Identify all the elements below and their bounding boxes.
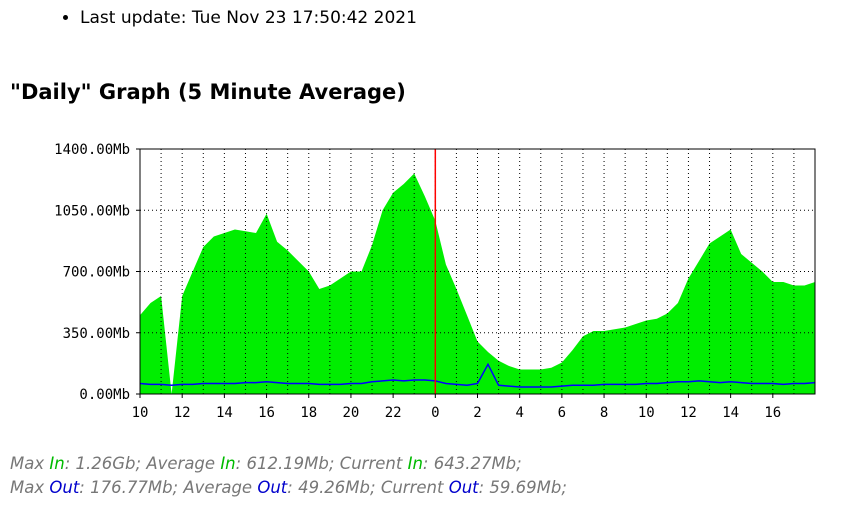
y-tick-label: 1050.00Mb: [54, 203, 130, 219]
x-tick-label: 2: [473, 405, 481, 421]
legend-in-word: In: [49, 454, 65, 473]
graph-title: "Daily" Graph (5 Minute Average): [10, 80, 406, 104]
daily-traffic-graph: 0.00Mb 350.00Mb 700.00Mb 1050.00Mb 1400.00Mb…: [54, 142, 816, 421]
legend-out-word: Out: [49, 478, 80, 497]
last-update: Last update: Tue Nov 23 17:50:42 2021: [58, 8, 417, 28]
legend-out-word: Out: [448, 478, 479, 497]
y-tick-label: 350.00Mb: [63, 326, 130, 342]
legend-avg-out-label: Average: [183, 478, 253, 497]
y-tick-label: 0.00Mb: [79, 387, 130, 403]
x-tick-label: 18: [300, 405, 317, 421]
x-tick-label: 6: [558, 405, 566, 421]
legend-out-line: Max Out: 176.77Mb; Average Out: 49.26Mb;…: [10, 476, 567, 500]
legend-in-word: In: [407, 454, 423, 473]
legend-max-out-label: Max: [10, 478, 45, 497]
x-tick-label: 22: [385, 405, 402, 421]
legend-avg-in-label: Average: [146, 454, 216, 473]
x-tick-label: 12: [174, 405, 191, 421]
x-tick-label: 16: [764, 405, 781, 421]
series-in-area: [140, 173, 815, 394]
legend-cur-in-value: : 643.27Mb;: [422, 454, 522, 473]
legend-in-line: Max In: 1.26Gb; Average In: 612.19Mb; Cu…: [10, 452, 567, 476]
legend-cur-out-label: Current: [380, 478, 444, 497]
legend-cur-out-value: : 59.69Mb;: [478, 478, 567, 497]
last-update-item: Last update: Tue Nov 23 17:50:42 2021: [80, 8, 417, 28]
legend-cur-in-label: Current: [339, 454, 403, 473]
legend-in-word: In: [220, 454, 236, 473]
y-tick-label: 1400.00Mb: [54, 142, 130, 158]
x-tick-label: 12: [680, 405, 697, 421]
x-tick-label: 10: [638, 405, 655, 421]
legend-avg-out-value: : 49.26Mb;: [287, 478, 376, 497]
series-out-line: [139, 362, 816, 388]
legend-avg-in-value: : 612.19Mb;: [235, 454, 335, 473]
x-tick-label: 16: [258, 405, 275, 421]
x-tick-label: 4: [515, 405, 523, 421]
x-tick-label: 20: [343, 405, 360, 421]
legend-max-in-label: Max: [10, 454, 45, 473]
graph-legend: Max In: 1.26Gb; Average In: 612.19Mb; Cu…: [10, 452, 567, 500]
legend-out-word: Out: [257, 478, 288, 497]
x-tick-label: 14: [722, 405, 739, 421]
legend-max-in-value: : 1.26Gb;: [64, 454, 142, 473]
x-tick-label: 8: [600, 405, 608, 421]
legend-max-out-value: : 176.77Mb;: [79, 478, 179, 497]
x-tick-label: 0: [431, 405, 439, 421]
x-tick-label: 14: [216, 405, 233, 421]
y-tick-label: 700.00Mb: [63, 265, 130, 281]
x-tick-label: 10: [132, 405, 149, 421]
